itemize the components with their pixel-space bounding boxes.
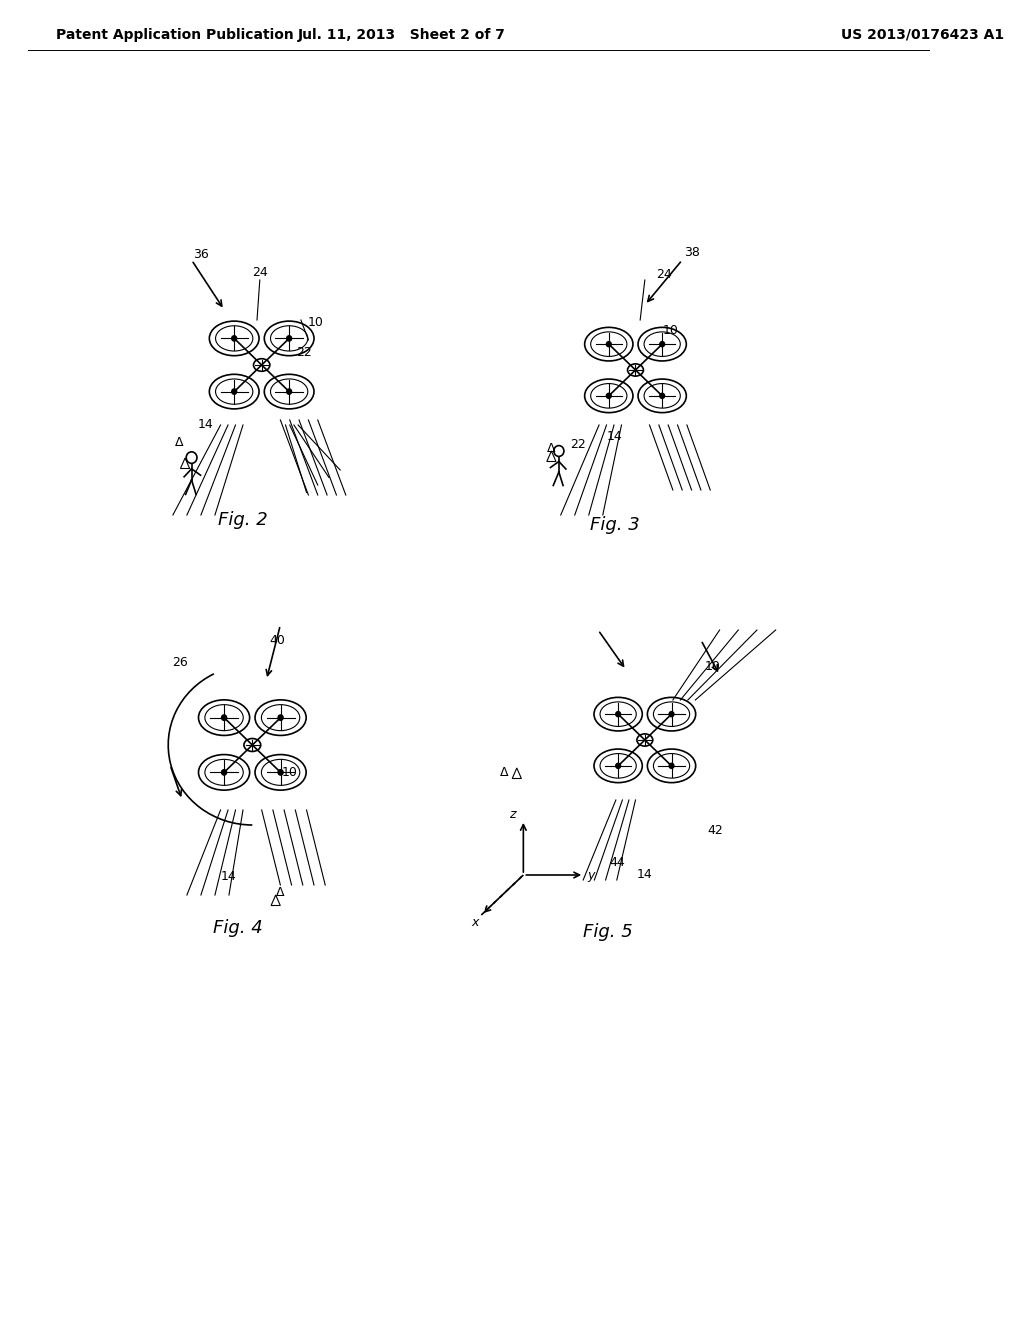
Circle shape: [615, 711, 621, 717]
Text: Δ: Δ: [547, 441, 556, 454]
Text: 10: 10: [705, 660, 720, 672]
Circle shape: [231, 389, 237, 395]
Circle shape: [669, 763, 674, 768]
Circle shape: [659, 393, 665, 399]
Circle shape: [669, 711, 674, 717]
Circle shape: [615, 763, 621, 768]
Text: Δ: Δ: [501, 766, 509, 779]
Circle shape: [279, 715, 284, 721]
Text: Fig. 2: Fig. 2: [218, 511, 268, 529]
Circle shape: [287, 389, 292, 395]
Circle shape: [606, 393, 611, 399]
Text: Δ: Δ: [175, 436, 183, 449]
Text: 14: 14: [607, 430, 623, 444]
Text: x: x: [471, 916, 478, 928]
Text: Patent Application Publication: Patent Application Publication: [56, 28, 294, 42]
Circle shape: [231, 335, 237, 341]
Text: 44: 44: [609, 857, 625, 870]
Text: US 2013/0176423 A1: US 2013/0176423 A1: [841, 28, 1005, 42]
Text: Δ: Δ: [276, 886, 285, 899]
Text: 22: 22: [296, 346, 311, 359]
Text: Jul. 11, 2013   Sheet 2 of 7: Jul. 11, 2013 Sheet 2 of 7: [298, 28, 506, 42]
Text: 10: 10: [282, 766, 298, 779]
Circle shape: [606, 342, 611, 347]
Text: 24: 24: [655, 268, 672, 281]
Text: Fig. 3: Fig. 3: [590, 516, 640, 535]
Text: 24: 24: [252, 265, 267, 279]
Text: 14: 14: [637, 869, 652, 882]
Text: 14: 14: [198, 418, 213, 432]
Text: y: y: [587, 869, 594, 882]
Text: z: z: [509, 808, 515, 821]
Text: 40: 40: [269, 634, 286, 647]
Text: 10: 10: [664, 323, 679, 337]
Text: Fig. 4: Fig. 4: [213, 919, 263, 937]
Text: 38: 38: [684, 246, 699, 259]
Text: 36: 36: [194, 248, 209, 261]
Circle shape: [659, 342, 665, 347]
Text: 42: 42: [707, 824, 723, 837]
Text: 14: 14: [221, 870, 237, 883]
Circle shape: [287, 335, 292, 341]
Text: Fig. 5: Fig. 5: [583, 923, 633, 941]
Text: 22: 22: [569, 438, 586, 451]
Text: 26: 26: [172, 656, 188, 668]
Circle shape: [221, 770, 226, 775]
Circle shape: [221, 715, 226, 721]
Text: 10: 10: [308, 317, 324, 330]
Circle shape: [279, 770, 284, 775]
